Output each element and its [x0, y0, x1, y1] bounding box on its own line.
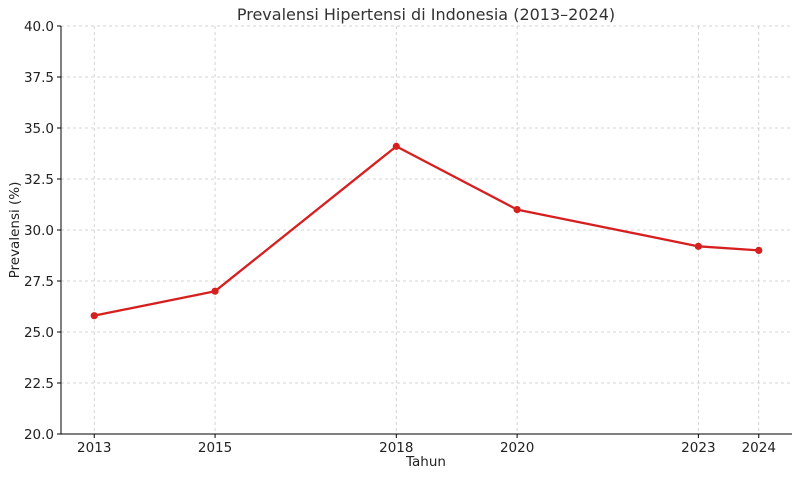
chart-title: Prevalensi Hipertensi di Indonesia (2013… [237, 5, 615, 24]
y-tick-label: 32.5 [24, 172, 54, 188]
y-tick-label: 40.0 [24, 19, 54, 35]
y-tick-label: 27.5 [24, 274, 54, 290]
y-tick-label: 35.0 [24, 121, 54, 137]
x-tick-label: 2013 [77, 440, 111, 456]
y-tick-label: 37.5 [24, 70, 54, 86]
y-tick-label: 20.0 [24, 427, 54, 443]
x-tick-label: 2024 [742, 440, 776, 456]
data-point [513, 206, 521, 214]
x-tick-label: 2018 [379, 440, 413, 456]
data-point [694, 242, 702, 250]
y-tick-label: 22.5 [24, 376, 54, 392]
series-line [93, 145, 760, 317]
x-tick-label: 2015 [198, 440, 232, 456]
data-point [211, 287, 219, 295]
y-tick-label: 25.0 [24, 325, 54, 341]
y-axis-label: Prevalensi (%) [7, 182, 23, 279]
x-tick-label: 2020 [500, 440, 534, 456]
data-point [755, 246, 763, 254]
ticks: 20.0 22.5 25.0 27.5 30.0 32.5 35.0 37.5 40.0 2013… [24, 19, 776, 456]
x-axis-label: Tahun [405, 454, 446, 470]
series [90, 142, 763, 320]
y-tick-label: 30.0 [24, 223, 54, 239]
data-point [90, 312, 98, 320]
data-point [392, 142, 400, 150]
x-tick-label: 2023 [681, 440, 715, 456]
grid [61, 25, 792, 435]
